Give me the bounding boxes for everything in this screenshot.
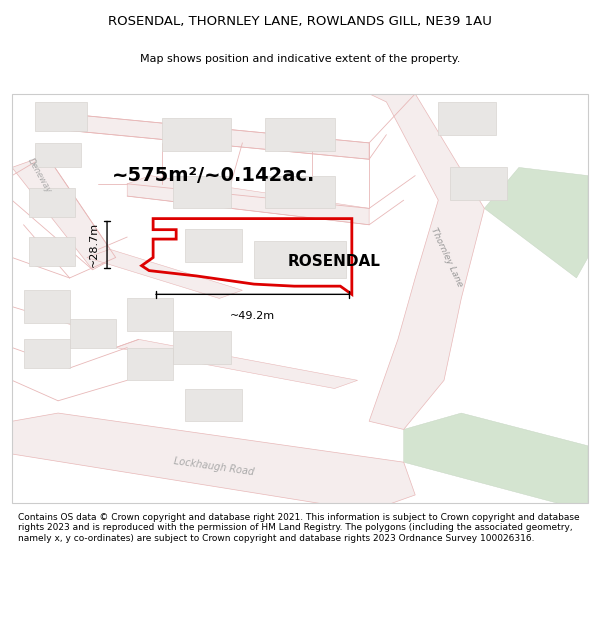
Text: ~575m²/~0.142ac.: ~575m²/~0.142ac.: [112, 166, 315, 185]
Polygon shape: [35, 143, 81, 168]
Text: Thornley Lane: Thornley Lane: [429, 226, 464, 289]
Text: Contains OS data © Crown copyright and database right 2021. This information is : Contains OS data © Crown copyright and d…: [18, 513, 580, 542]
Polygon shape: [70, 114, 369, 159]
Polygon shape: [450, 168, 508, 200]
Text: Deneway: Deneway: [26, 156, 53, 195]
Polygon shape: [127, 176, 369, 225]
Polygon shape: [70, 319, 116, 348]
Polygon shape: [116, 339, 358, 389]
Polygon shape: [12, 413, 415, 511]
Text: ROSENDAL, THORNLEY LANE, ROWLANDS GILL, NE39 1AU: ROSENDAL, THORNLEY LANE, ROWLANDS GILL, …: [108, 14, 492, 28]
Polygon shape: [404, 413, 588, 511]
Polygon shape: [265, 176, 335, 208]
Polygon shape: [173, 331, 231, 364]
Text: ~28.7m: ~28.7m: [88, 222, 98, 267]
Polygon shape: [87, 249, 242, 298]
Polygon shape: [127, 348, 173, 380]
Text: Lockhaugh Road: Lockhaugh Road: [173, 456, 254, 477]
Polygon shape: [162, 118, 231, 151]
Polygon shape: [29, 188, 76, 216]
Polygon shape: [185, 389, 242, 421]
Polygon shape: [173, 176, 231, 208]
Polygon shape: [23, 290, 70, 323]
Polygon shape: [369, 94, 484, 429]
Polygon shape: [438, 102, 496, 134]
Polygon shape: [185, 229, 242, 262]
Text: ~49.2m: ~49.2m: [230, 311, 275, 321]
Text: ROSENDAL: ROSENDAL: [288, 254, 381, 269]
Polygon shape: [12, 155, 116, 270]
Polygon shape: [254, 241, 346, 278]
Text: Map shows position and indicative extent of the property.: Map shows position and indicative extent…: [140, 54, 460, 64]
Polygon shape: [127, 298, 173, 331]
Polygon shape: [484, 168, 588, 278]
Polygon shape: [23, 339, 70, 368]
Polygon shape: [265, 118, 335, 151]
Polygon shape: [29, 237, 76, 266]
Polygon shape: [35, 102, 87, 131]
